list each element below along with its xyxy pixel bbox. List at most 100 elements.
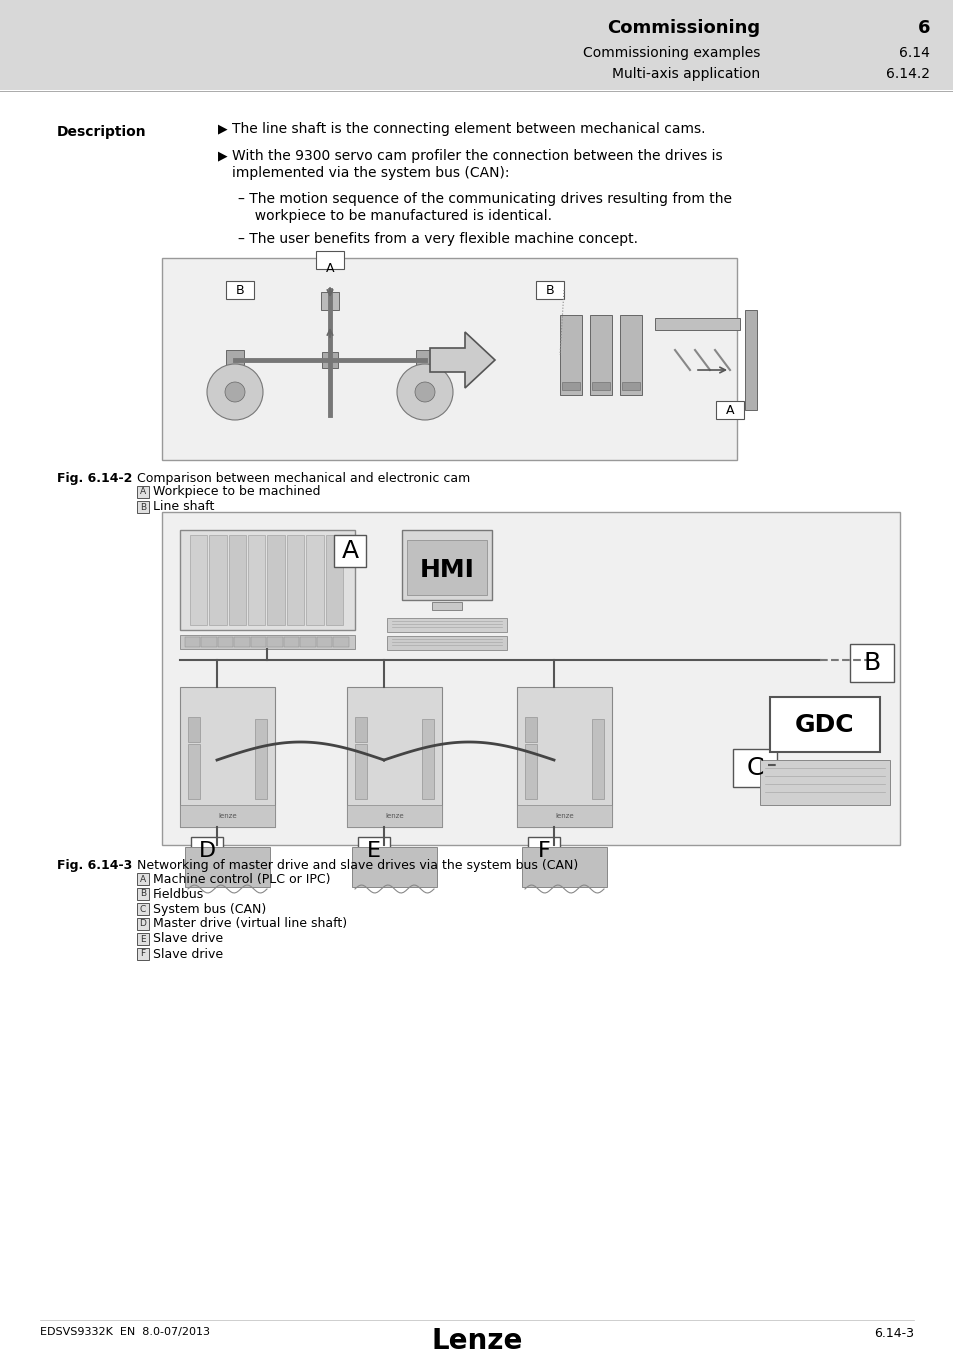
- Text: 6.14.2: 6.14.2: [885, 68, 929, 81]
- Bar: [234, 637, 250, 647]
- Text: With the 9300 servo cam profiler the connection between the drives is: With the 9300 servo cam profiler the con…: [232, 148, 721, 163]
- Bar: [201, 637, 216, 647]
- Bar: [190, 535, 207, 625]
- Circle shape: [415, 382, 435, 402]
- Bar: [352, 846, 436, 887]
- Bar: [162, 512, 899, 845]
- Bar: [536, 281, 563, 298]
- Bar: [188, 717, 200, 742]
- Text: Slave drive: Slave drive: [152, 948, 223, 960]
- Bar: [137, 501, 149, 513]
- Circle shape: [225, 382, 245, 402]
- Text: A: A: [341, 539, 358, 563]
- Bar: [325, 535, 343, 625]
- Polygon shape: [430, 332, 495, 387]
- Bar: [619, 315, 641, 396]
- Bar: [267, 637, 283, 647]
- Text: System bus (CAN): System bus (CAN): [152, 903, 266, 915]
- Bar: [559, 315, 581, 396]
- Text: Master drive (virtual line shaft): Master drive (virtual line shaft): [152, 918, 347, 930]
- Text: GDC: GDC: [795, 713, 854, 737]
- Bar: [306, 535, 323, 625]
- Bar: [347, 805, 441, 828]
- Text: A: A: [725, 404, 734, 417]
- Text: Networking of master drive and slave drives via the system bus (CAN): Networking of master drive and slave dri…: [137, 859, 578, 872]
- Bar: [517, 805, 612, 828]
- Bar: [401, 531, 492, 599]
- Bar: [347, 687, 441, 828]
- Bar: [655, 319, 740, 329]
- Bar: [387, 618, 506, 632]
- Bar: [744, 310, 757, 410]
- Text: lenze: lenze: [555, 813, 573, 819]
- Bar: [732, 749, 776, 787]
- Text: D: D: [139, 919, 146, 929]
- Text: B: B: [140, 502, 146, 512]
- Text: C: C: [140, 904, 146, 914]
- Text: F: F: [537, 841, 550, 861]
- Bar: [185, 637, 200, 647]
- Text: Fieldbus: Fieldbus: [152, 887, 204, 900]
- Text: Commissioning examples: Commissioning examples: [582, 46, 760, 59]
- Text: The line shaft is the connecting element between mechanical cams.: The line shaft is the connecting element…: [232, 122, 705, 136]
- Bar: [287, 535, 304, 625]
- Bar: [137, 903, 149, 915]
- Bar: [315, 251, 344, 269]
- Bar: [387, 636, 506, 649]
- Text: C: C: [745, 756, 763, 780]
- Bar: [432, 602, 461, 610]
- Bar: [322, 352, 337, 369]
- Bar: [180, 634, 355, 649]
- Bar: [137, 486, 149, 498]
- Bar: [137, 933, 149, 945]
- Bar: [0, 0, 953, 90]
- Text: Slave drive: Slave drive: [152, 933, 223, 945]
- Text: 6.14: 6.14: [898, 46, 929, 59]
- Bar: [162, 258, 737, 460]
- Bar: [524, 717, 537, 742]
- Bar: [334, 535, 366, 567]
- Text: F: F: [140, 949, 146, 958]
- Bar: [137, 873, 149, 886]
- Text: E: E: [140, 934, 146, 944]
- Text: B: B: [235, 284, 244, 297]
- Text: Workpiece to be machined: Workpiece to be machined: [152, 486, 320, 498]
- Text: Fig. 6.14-3: Fig. 6.14-3: [57, 859, 132, 872]
- Text: A: A: [140, 875, 146, 883]
- Bar: [188, 744, 200, 799]
- Bar: [267, 535, 285, 625]
- Bar: [334, 637, 349, 647]
- Bar: [180, 531, 355, 630]
- Bar: [357, 837, 390, 865]
- Text: workpiece to be manufactured is identical.: workpiece to be manufactured is identica…: [246, 209, 552, 223]
- Text: Description: Description: [57, 126, 147, 139]
- Bar: [355, 717, 367, 742]
- Bar: [589, 315, 612, 396]
- Bar: [251, 637, 266, 647]
- Text: B: B: [140, 890, 146, 899]
- Bar: [849, 644, 893, 682]
- Text: E: E: [367, 841, 380, 861]
- Text: Machine control (PLC or IPC): Machine control (PLC or IPC): [152, 872, 330, 886]
- Text: HMI: HMI: [419, 558, 474, 582]
- Text: ▶: ▶: [218, 148, 228, 162]
- Bar: [180, 805, 274, 828]
- Text: D: D: [198, 841, 215, 861]
- Bar: [218, 637, 233, 647]
- Bar: [137, 918, 149, 930]
- Text: ▶: ▶: [218, 122, 228, 135]
- Text: – The motion sequence of the communicating drives resulting from the: – The motion sequence of the communicati…: [237, 192, 731, 207]
- Text: lenze: lenze: [218, 813, 236, 819]
- Text: – The user benefits from a very flexible machine concept.: – The user benefits from a very flexible…: [237, 232, 638, 246]
- Text: B: B: [545, 284, 554, 297]
- Text: Comparison between mechanical and electronic cam: Comparison between mechanical and electr…: [137, 472, 470, 485]
- Bar: [300, 637, 315, 647]
- Bar: [284, 637, 299, 647]
- Text: Line shaft: Line shaft: [152, 501, 214, 513]
- Text: Multi-axis application: Multi-axis application: [611, 68, 760, 81]
- Text: Lenze: Lenze: [431, 1327, 522, 1350]
- Bar: [137, 948, 149, 960]
- Bar: [760, 760, 889, 805]
- Text: A: A: [140, 487, 146, 497]
- Bar: [407, 540, 486, 595]
